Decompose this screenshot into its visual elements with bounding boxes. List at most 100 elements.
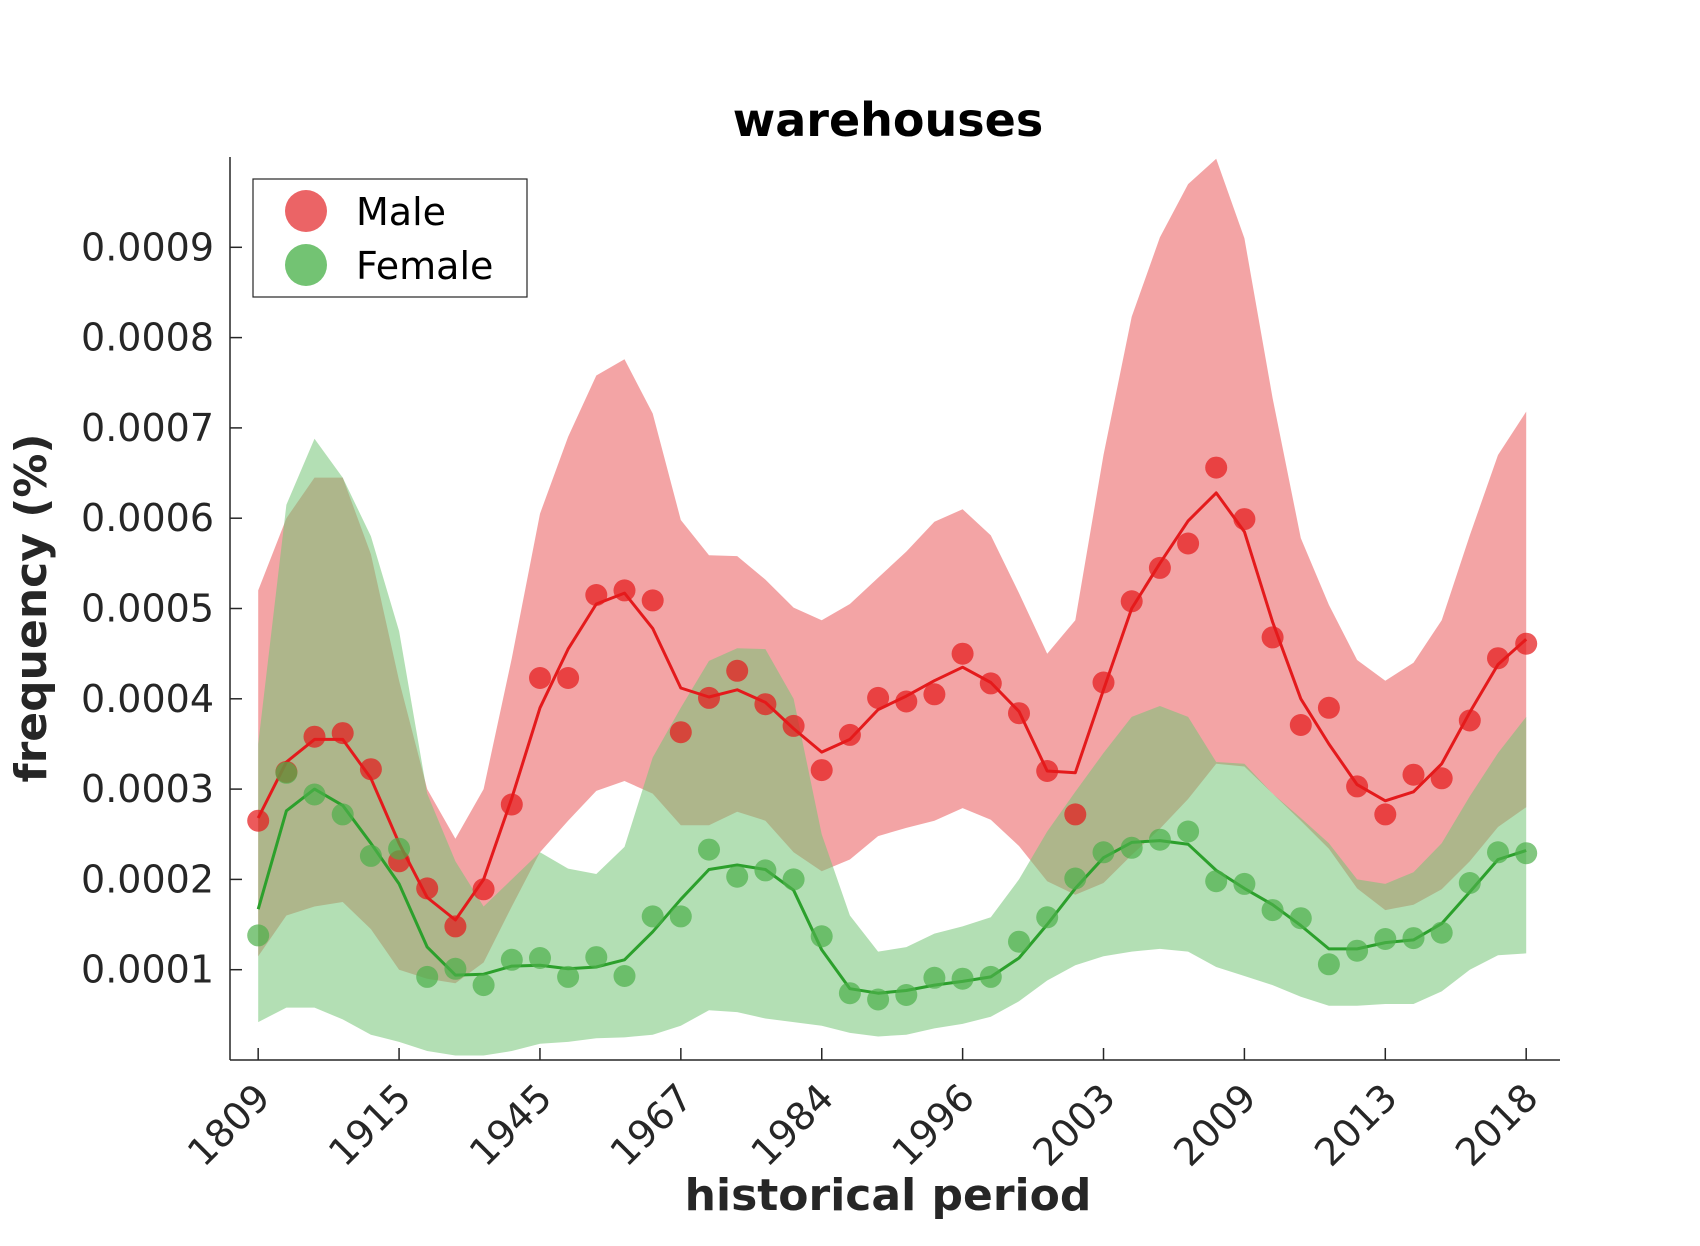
female-point xyxy=(1515,842,1538,865)
y-tick-label: 0.0004 xyxy=(81,677,214,721)
male-point xyxy=(1374,803,1397,826)
confidence-bands xyxy=(258,158,1527,1056)
female-point xyxy=(1374,928,1397,950)
x-tick-label: 1984 xyxy=(743,1075,843,1175)
male-point xyxy=(1515,632,1538,655)
x-tick-label: 2013 xyxy=(1306,1075,1406,1175)
male-point xyxy=(979,672,1002,695)
female-point xyxy=(331,803,354,826)
male-point xyxy=(303,725,326,748)
female-point xyxy=(810,925,833,948)
y-axis-title: frequency (%) xyxy=(6,433,57,782)
female-point xyxy=(1120,836,1143,859)
male-point xyxy=(838,723,861,746)
y-tick-label: 0.0007 xyxy=(81,406,214,450)
male-point xyxy=(1177,532,1200,555)
female-point xyxy=(951,967,974,990)
y-tick-label: 0.0001 xyxy=(81,948,214,992)
x-tick-label: 1915 xyxy=(320,1075,420,1175)
female-point xyxy=(1261,899,1284,922)
male-point xyxy=(698,686,720,709)
female-point xyxy=(444,957,467,980)
female-point xyxy=(388,837,411,860)
male-point xyxy=(529,667,551,689)
female-point xyxy=(754,859,777,882)
female-point xyxy=(1346,939,1369,962)
y-tick-label: 0.0006 xyxy=(81,496,214,540)
female-point xyxy=(1036,906,1059,929)
female-point xyxy=(1205,870,1228,893)
female-point xyxy=(303,783,326,806)
male-point xyxy=(416,877,439,900)
female-point xyxy=(613,965,636,987)
female-point xyxy=(1430,921,1453,944)
female-point xyxy=(669,905,692,928)
male-legend-marker xyxy=(285,190,327,232)
male-point xyxy=(1289,714,1312,736)
x-axis-title: historical period xyxy=(685,1170,1092,1221)
female-point xyxy=(359,844,382,867)
y-tick-label: 0.0002 xyxy=(81,857,214,901)
female-point xyxy=(641,905,664,928)
female-point xyxy=(247,924,270,947)
male-point xyxy=(1487,647,1509,670)
y-tick-label: 0.0003 xyxy=(81,767,214,811)
female-point xyxy=(867,988,890,1011)
female-point xyxy=(1289,907,1312,930)
female-point xyxy=(1092,841,1115,864)
y-tick-label: 0.0008 xyxy=(81,316,214,360)
female-legend-marker xyxy=(285,244,327,286)
female-point xyxy=(1148,828,1171,851)
female-point xyxy=(1458,872,1481,894)
female-point xyxy=(529,947,551,969)
female-point xyxy=(557,965,580,988)
female-trend-line xyxy=(256,787,1527,995)
female-point xyxy=(1317,953,1340,976)
x-tick-label: 1945 xyxy=(461,1075,561,1175)
x-tick-label: 1967 xyxy=(602,1075,702,1175)
male-point xyxy=(472,878,495,901)
male-point xyxy=(726,659,749,682)
male-point xyxy=(1402,763,1425,786)
male-point xyxy=(1008,702,1030,725)
male-point xyxy=(247,809,270,832)
female-point xyxy=(275,761,298,784)
female-point xyxy=(1064,867,1087,890)
male-point xyxy=(810,759,833,782)
male-point xyxy=(1458,709,1481,732)
male-point xyxy=(359,758,382,781)
male-point xyxy=(557,667,580,689)
female-point xyxy=(472,974,495,997)
male-point xyxy=(1064,803,1087,826)
y-tick-label: 0.0009 xyxy=(81,225,214,269)
male-point xyxy=(1036,760,1059,782)
x-tick-label: 2009 xyxy=(1165,1075,1265,1175)
female-point xyxy=(698,838,720,861)
male-point xyxy=(331,722,354,745)
male-point xyxy=(1205,456,1228,479)
x-tick-label: 2003 xyxy=(1024,1075,1124,1175)
trend-lines xyxy=(256,491,1528,995)
female-point xyxy=(923,966,946,989)
male-point xyxy=(1120,590,1143,613)
y-tick-label: 0.0005 xyxy=(81,587,214,631)
female-point xyxy=(500,948,523,971)
female-band xyxy=(258,438,1527,1056)
male-point xyxy=(669,721,692,744)
male-point xyxy=(1261,626,1284,649)
x-tick-label: 1809 xyxy=(179,1075,279,1175)
chart-title: warehouses xyxy=(733,93,1043,147)
male-point xyxy=(951,642,974,665)
male-point xyxy=(1317,696,1340,719)
male-point xyxy=(1233,508,1256,531)
male-point xyxy=(585,584,608,606)
male-legend-label: Male xyxy=(356,190,446,234)
x-tick-label: 1996 xyxy=(883,1075,983,1175)
male-point xyxy=(923,683,946,706)
female-legend-label: Female xyxy=(356,244,493,288)
male-point xyxy=(444,915,467,938)
female-point xyxy=(1233,872,1256,895)
male-point xyxy=(641,589,664,612)
data-markers xyxy=(247,456,1538,1011)
female-point xyxy=(838,982,861,1005)
